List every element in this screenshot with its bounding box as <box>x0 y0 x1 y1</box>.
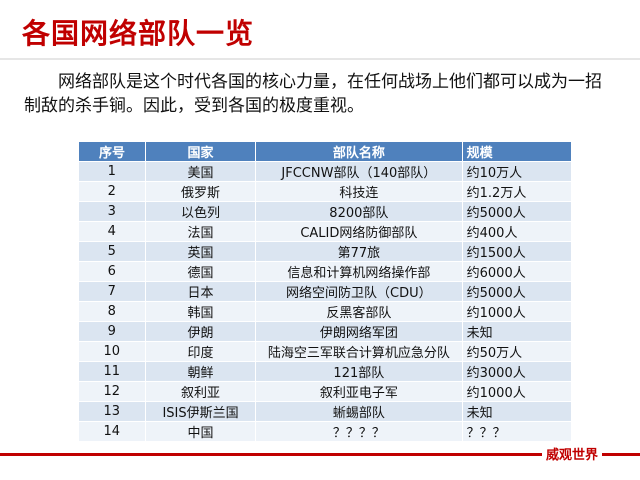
table-cell: 俄罗斯 <box>145 181 257 202</box>
table-cell: 8200部队 <box>255 201 463 222</box>
table-row: 8 韩国 反黑客部队 约1000人 <box>78 301 573 322</box>
table-cell: 印度 <box>145 341 257 362</box>
table-cell: 以色列 <box>145 201 257 222</box>
table-cell: 约5000人 <box>462 281 573 302</box>
table-cell: 约6000人 <box>462 261 573 282</box>
footer-bar <box>0 453 640 456</box>
table-body: 1 美国 JFCCNW部队（140部队） 约10万人 2 俄罗斯 科技连 约1.2万人 3 以色列… <box>78 161 573 442</box>
table-cell: 蜥蜴部队 <box>255 401 463 422</box>
table-cell: 未知 <box>462 401 573 422</box>
table-cell: 信息和计算机网络操作部 <box>255 261 463 282</box>
table-cell: 121部队 <box>255 361 463 382</box>
intro-text: 网络部队是这个时代各国的核心力量，在任何战场上他们都可以成为一招制敌的杀手锏。因… <box>24 72 602 116</box>
table-cell: 德国 <box>145 261 257 282</box>
table-cell: ISIS伊斯兰国 <box>145 401 257 422</box>
units-table: 序号 国家 部队名称 规模 1 美国 JFCCNW部队（140部队） 约10万人 2 俄罗斯 科技… <box>77 141 573 442</box>
table-cell: 伊朗 <box>145 321 257 342</box>
table-cell: 伊朗网络军团 <box>255 321 463 342</box>
column-header: 规模 <box>461 141 573 162</box>
table-row: 7 日本 网络空间防卫队（CDU） 约5000人 <box>78 281 573 302</box>
table-cell: 2 <box>78 181 147 202</box>
table-cell: 韩国 <box>145 301 257 322</box>
column-header: 序号 <box>77 141 147 162</box>
table-cell: 约1500人 <box>462 241 573 262</box>
column-header: 国家 <box>145 141 257 162</box>
table-cell: 中国 <box>145 421 257 442</box>
table-cell: 陆海空三军联合计算机应急分队 <box>255 341 463 362</box>
table-cell: ？？？？ <box>255 421 463 442</box>
table-cell: 11 <box>78 361 147 382</box>
table-cell: ？？？ <box>462 421 573 442</box>
table-cell: 1 <box>78 161 147 182</box>
table-row: 12 叙利亚 叙利亚电子军 约1000人 <box>78 381 573 402</box>
table-cell: 叙利亚 <box>145 381 257 402</box>
table-cell: 14 <box>78 421 147 442</box>
table-cell: 反黑客部队 <box>255 301 463 322</box>
table-cell: 9 <box>78 321 147 342</box>
table-cell: JFCCNW部队（140部队） <box>255 161 463 182</box>
table-row: 6 德国 信息和计算机网络操作部 约6000人 <box>78 261 573 282</box>
table-cell: 朝鲜 <box>145 361 257 382</box>
divider <box>0 58 640 60</box>
table-cell: 约1.2万人 <box>462 181 573 202</box>
table-cell: 英国 <box>145 241 257 262</box>
table-cell: 4 <box>78 221 147 242</box>
table-cell: 法国 <box>145 221 257 242</box>
table-cell: 7 <box>78 281 147 302</box>
table-cell: 网络空间防卫队（CDU） <box>255 281 463 302</box>
header-row: 序号 国家 部队名称 规模 <box>77 141 573 162</box>
table-row: 11 朝鲜 121部队 约3000人 <box>78 361 573 382</box>
table-cell: 约3000人 <box>462 361 573 382</box>
table-cell: 约400人 <box>462 221 573 242</box>
table-row: 14 中国？？？？？？？ <box>78 421 573 442</box>
table-cell: 6 <box>78 261 147 282</box>
table-cell: 约1000人 <box>462 381 573 402</box>
column-header: 部队名称 <box>255 141 463 162</box>
table-cell: 5 <box>78 241 147 262</box>
table-cell: 约10万人 <box>462 161 573 182</box>
table-row: 3 以色列 8200部队 约5000人 <box>78 201 573 222</box>
table-cell: 日本 <box>145 281 257 302</box>
table-row: 9 伊朗 伊朗网络军团 未知 <box>78 321 573 342</box>
table-cell: 8 <box>78 301 147 322</box>
table-row: 10 印度 陆海空三军联合计算机应急分队 约50万人 <box>78 341 573 362</box>
table-cell: 科技连 <box>255 181 463 202</box>
table-row: 5 英国 第77旅 约1500人 <box>78 241 573 262</box>
table-cell: 约50万人 <box>462 341 573 362</box>
watermark: 威观世界 <box>541 442 602 465</box>
table-cell: 13 <box>78 401 147 422</box>
table-cell: 约5000人 <box>462 201 573 222</box>
table-cell: 12 <box>78 381 147 402</box>
table-row: 4 法国 CALID网络防御部队 约400人 <box>78 221 573 242</box>
table-cell: 第77旅 <box>255 241 463 262</box>
table-row: 1 美国 JFCCNW部队（140部队） 约10万人 <box>78 161 573 182</box>
table-cell: 叙利亚电子军 <box>255 381 463 402</box>
table-cell: 约1000人 <box>462 301 573 322</box>
table-cell: 3 <box>78 201 147 222</box>
table-row: 13 ISIS伊斯兰国 蜥蜴部队 未知 <box>78 401 573 422</box>
slide-title: 各国网络部队一览 <box>22 17 255 50</box>
table-cell: 美国 <box>145 161 257 182</box>
table-cell: 10 <box>78 341 147 362</box>
table-cell: 未知 <box>462 321 573 342</box>
table-row: 2 俄罗斯 科技连 约1.2万人 <box>78 181 573 202</box>
table-cell: CALID网络防御部队 <box>255 221 463 242</box>
